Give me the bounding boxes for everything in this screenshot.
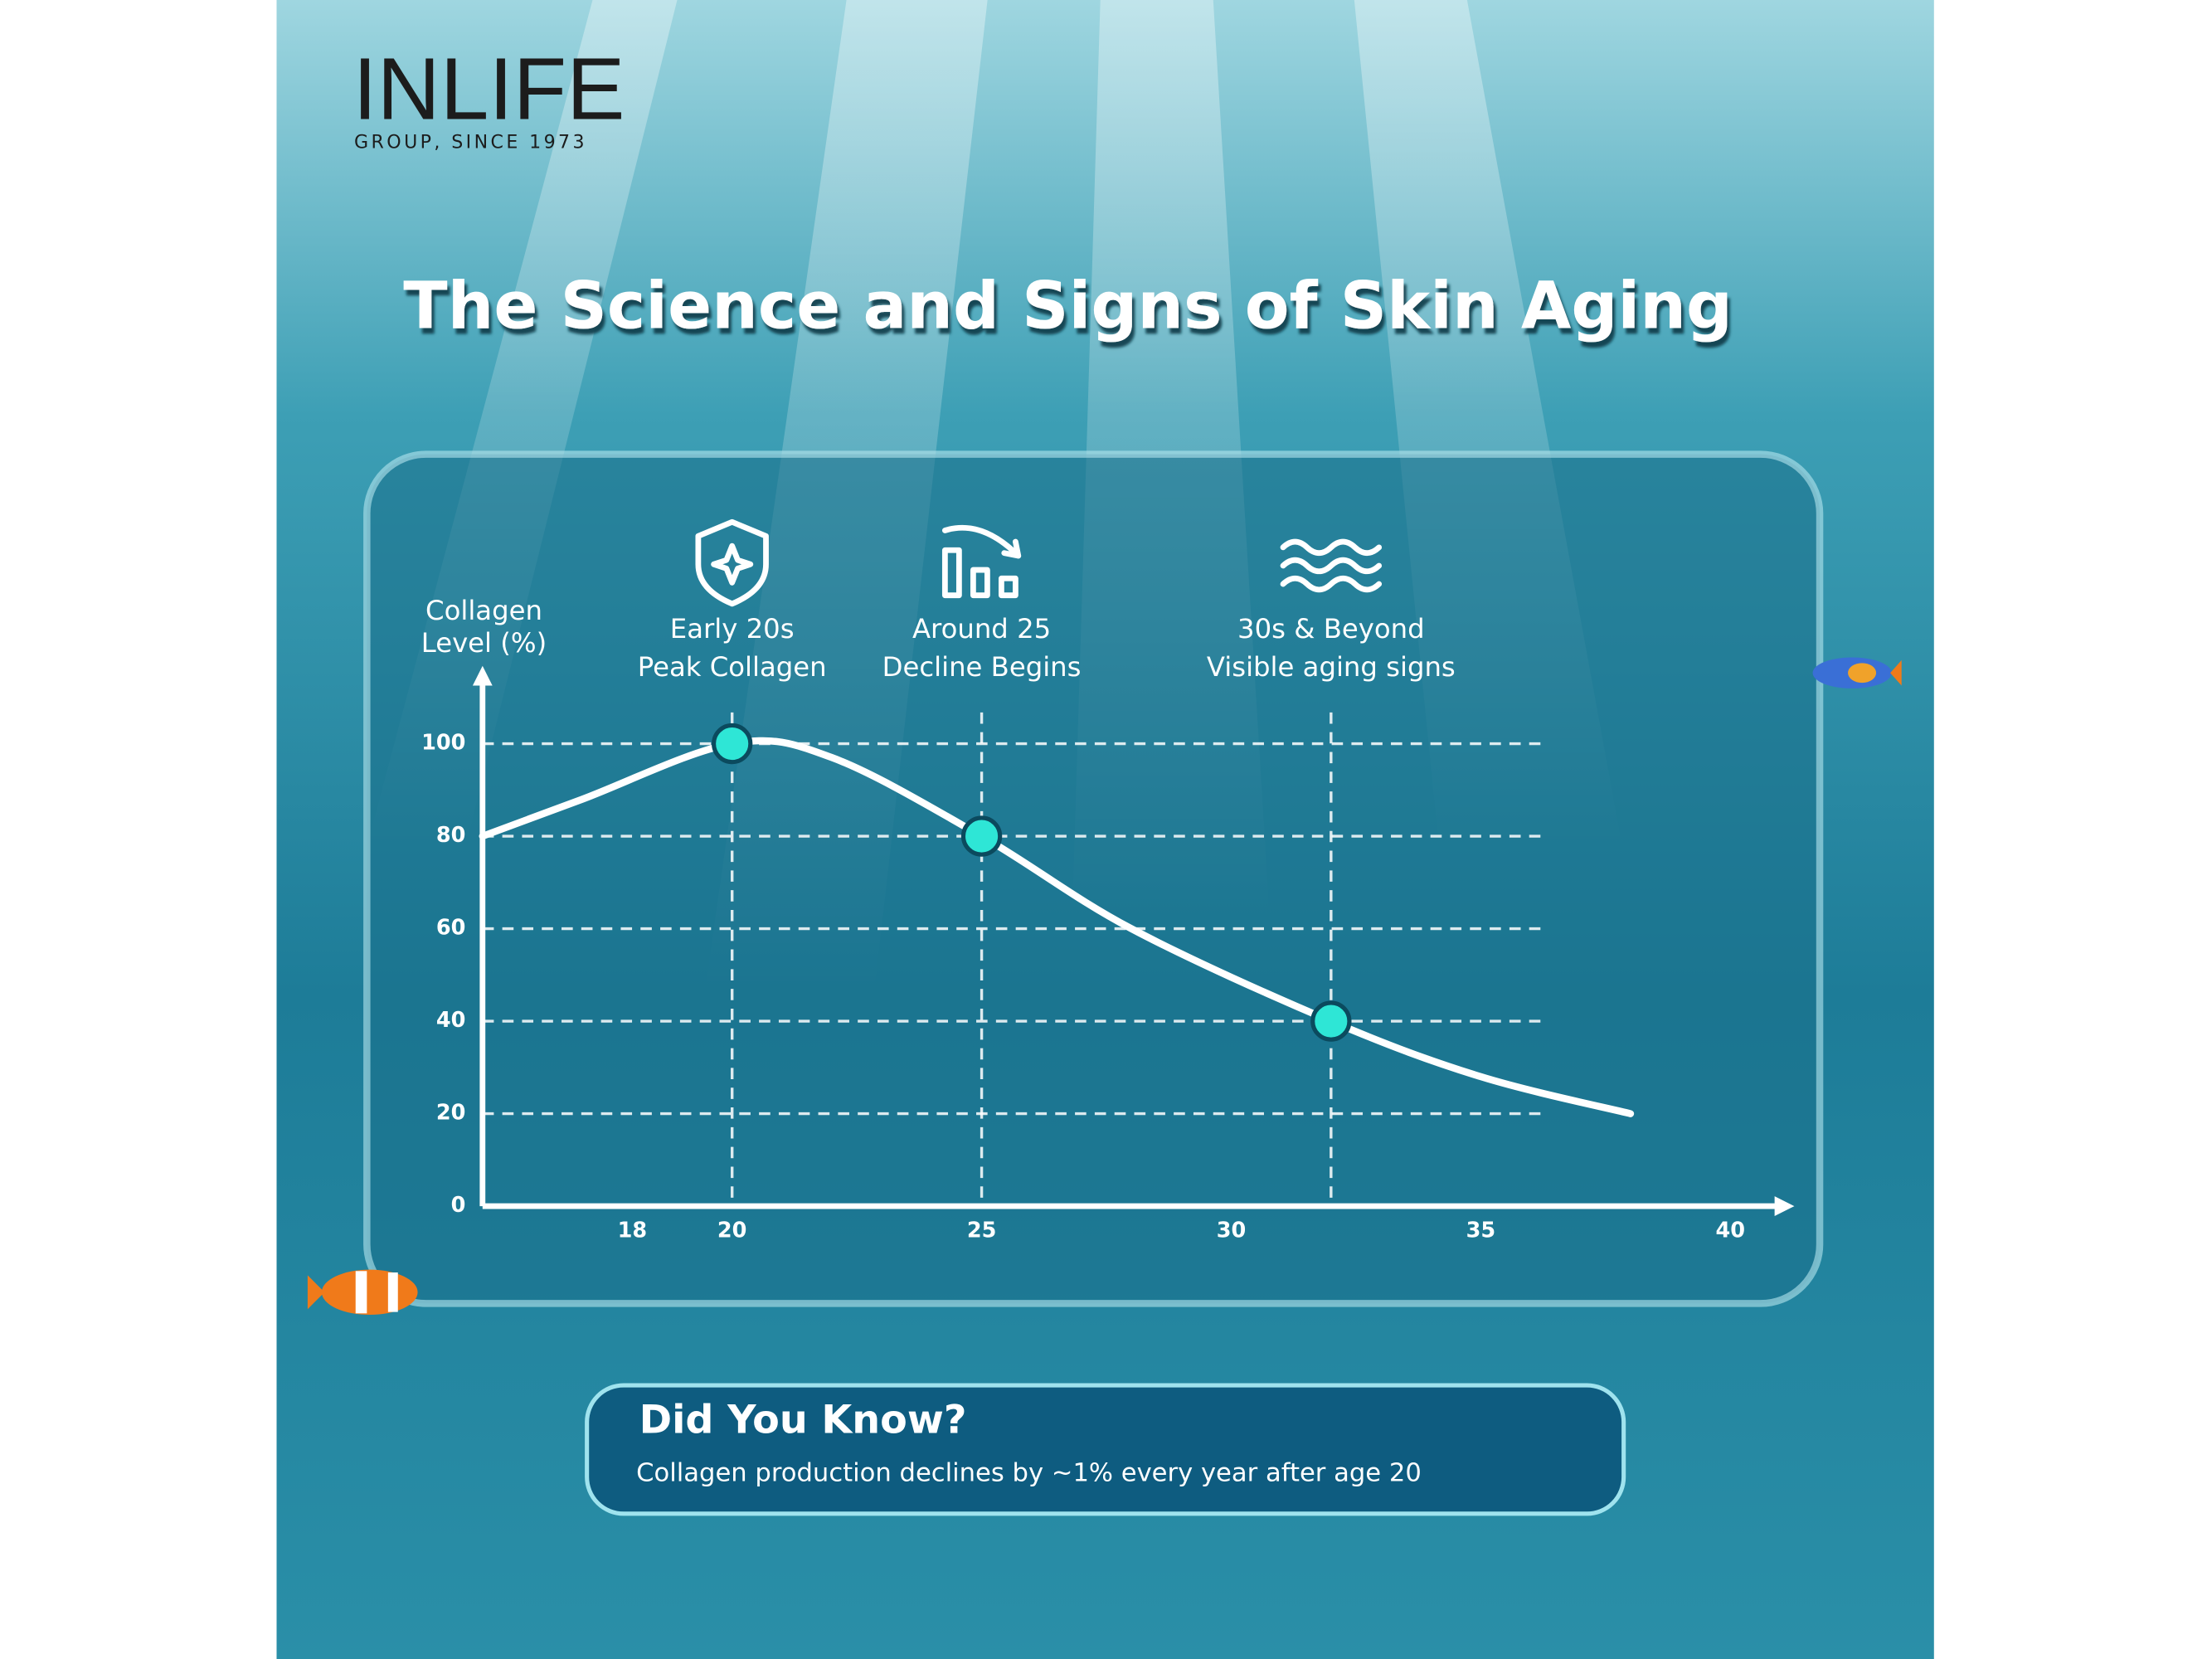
y-tick-label: 20 (436, 1101, 466, 1126)
clownfish (307, 1269, 418, 1316)
y-tick-label: 40 (436, 1008, 466, 1033)
x-tick-label: 20 (717, 1219, 747, 1243)
y-axis-label: Level (%) (421, 627, 547, 659)
annotation-label: Visible aging signs (1207, 651, 1456, 683)
tagline: GROUP, SINCE 1973 (354, 131, 587, 153)
y-tick-label: 80 (436, 823, 466, 848)
peak-marker (960, 815, 1003, 857)
note-text: Collagen production declines by ~1% ever… (636, 1459, 1422, 1488)
y-tick-label: 60 (436, 916, 466, 941)
x-tick-label: 25 (967, 1219, 997, 1243)
blue-fish (1812, 657, 1902, 688)
annotation-icon (941, 524, 1022, 599)
x-tick-label: 35 (1466, 1219, 1496, 1243)
annotation-label: Decline Begins (882, 651, 1082, 683)
peak-marker (712, 722, 753, 765)
y-tick-label: 100 (421, 731, 465, 756)
annotation-label: Around 25 (912, 613, 1051, 645)
x-axis-arrow (1774, 1196, 1795, 1216)
y-axis-label: Collagen (425, 595, 542, 626)
x-tick-label: 40 (1715, 1219, 1745, 1243)
collagen-curve (479, 737, 1635, 1117)
chart-title: The Science and Signs of Skin Aging (403, 269, 1733, 344)
x-tick-label: 30 (1217, 1219, 1247, 1243)
annotation-label: Peak Collagen (638, 651, 827, 683)
annotation-label: Early 20s (670, 613, 795, 645)
plot: 0 20 40 60 80 100 18 20 25 30 35 40 Early 20s Peak Co… (421, 518, 1795, 1243)
annotation-icon (695, 518, 769, 607)
y-tick-label: 0 (451, 1193, 466, 1218)
y-axis-arrow (472, 665, 493, 686)
annotation-icon (1280, 538, 1383, 593)
x-tick-label: 18 (618, 1219, 647, 1243)
peak-marker (1310, 1000, 1352, 1042)
annotation-label: 30s & Beyond (1237, 613, 1425, 645)
chart-card (363, 450, 1824, 1307)
note-box (585, 1383, 1626, 1516)
note-title: Did You Know? (639, 1397, 967, 1443)
brand: INLIFE (352, 41, 625, 139)
